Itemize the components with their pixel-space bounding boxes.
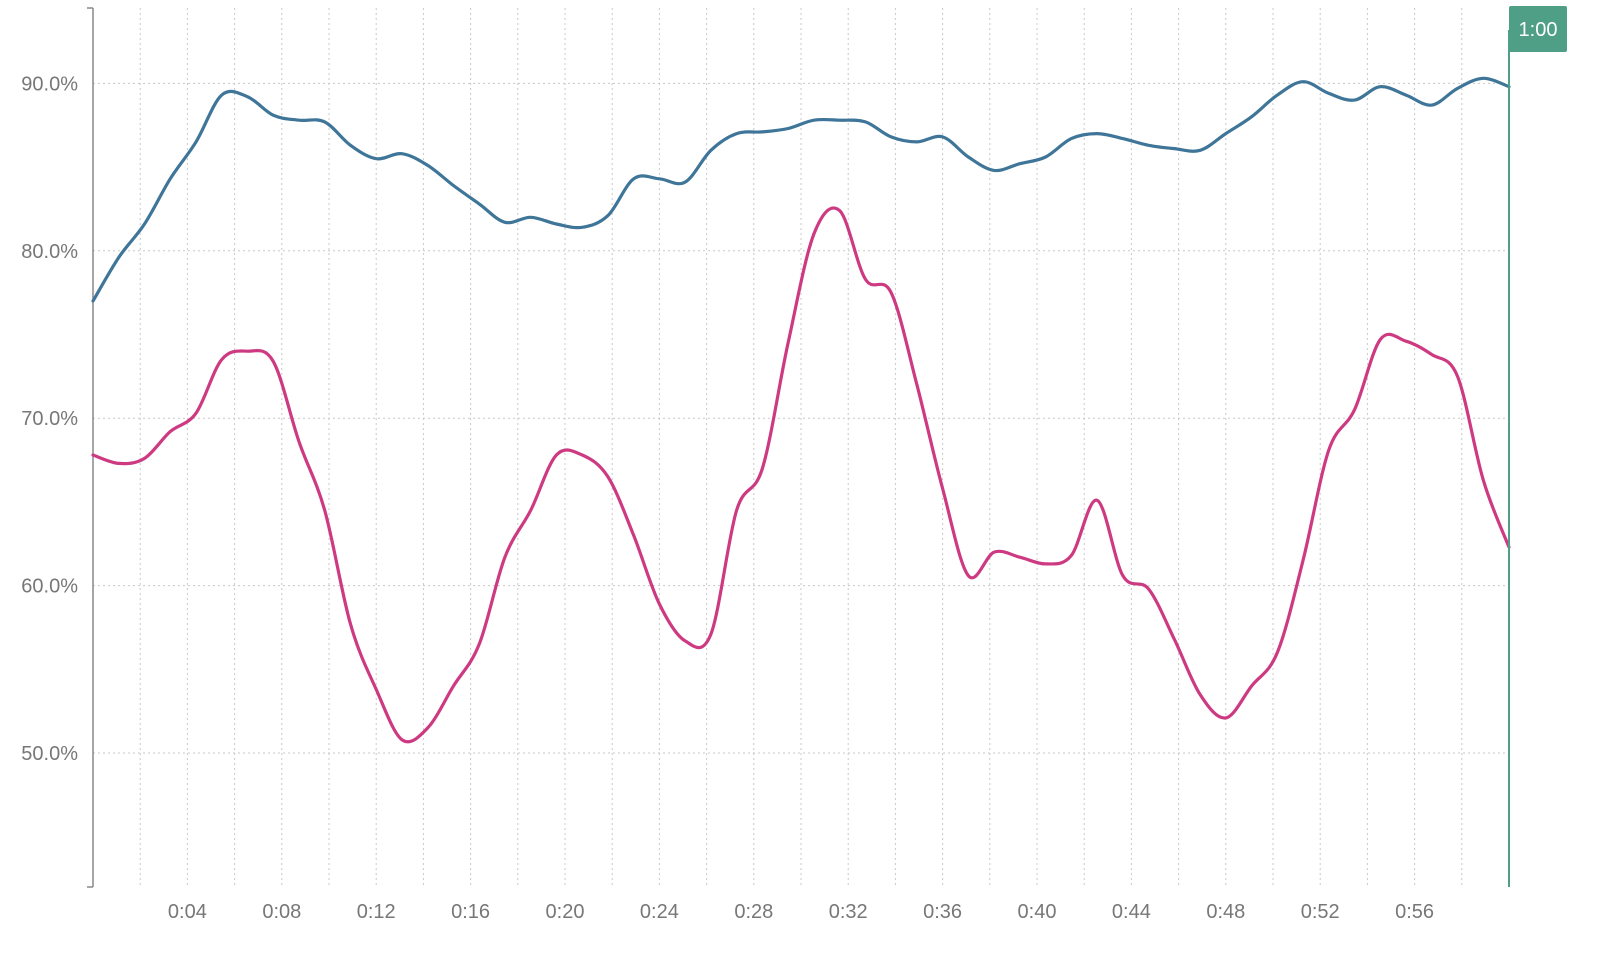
x-tick-label: 0:20 [546, 901, 585, 923]
time-marker[interactable]: 1:00 [1508, 6, 1567, 887]
x-tick-label: 0:40 [1018, 901, 1057, 923]
y-tick-label: 80.0% [21, 241, 78, 263]
x-tick-label: 0:24 [640, 901, 679, 923]
series-line-1 [91, 76, 1511, 303]
time-marker-label: 1:00 [1519, 19, 1558, 41]
grid [93, 8, 1509, 887]
y-tick-label: 60.0% [21, 576, 78, 598]
series-line-2 [91, 206, 1511, 744]
x-tick-label: 0:56 [1395, 901, 1434, 923]
x-tick-label: 0:32 [829, 901, 868, 923]
series [91, 76, 1511, 744]
x-tick-label: 0:16 [451, 901, 490, 923]
x-tick-label: 0:04 [168, 901, 207, 923]
x-tick-label: 0:08 [262, 901, 301, 923]
x-tick-label: 0:12 [357, 901, 396, 923]
x-tick-label: 0:52 [1301, 901, 1340, 923]
axes: 50.0% 60.0% 70.0% 80.0% 90.0% 0:04 0:08 0:12 0:1… [21, 7, 1434, 923]
y-tick-label: 90.0% [21, 73, 78, 95]
x-tick-label: 0:36 [923, 901, 962, 923]
x-tick-label: 0:48 [1206, 901, 1245, 923]
x-tick-label: 0:28 [734, 901, 773, 923]
x-tick-label: 0:44 [1112, 901, 1151, 923]
time-marker-badge[interactable] [1509, 6, 1567, 52]
y-tick-label: 50.0% [21, 743, 78, 765]
y-tick-label: 70.0% [21, 408, 78, 430]
